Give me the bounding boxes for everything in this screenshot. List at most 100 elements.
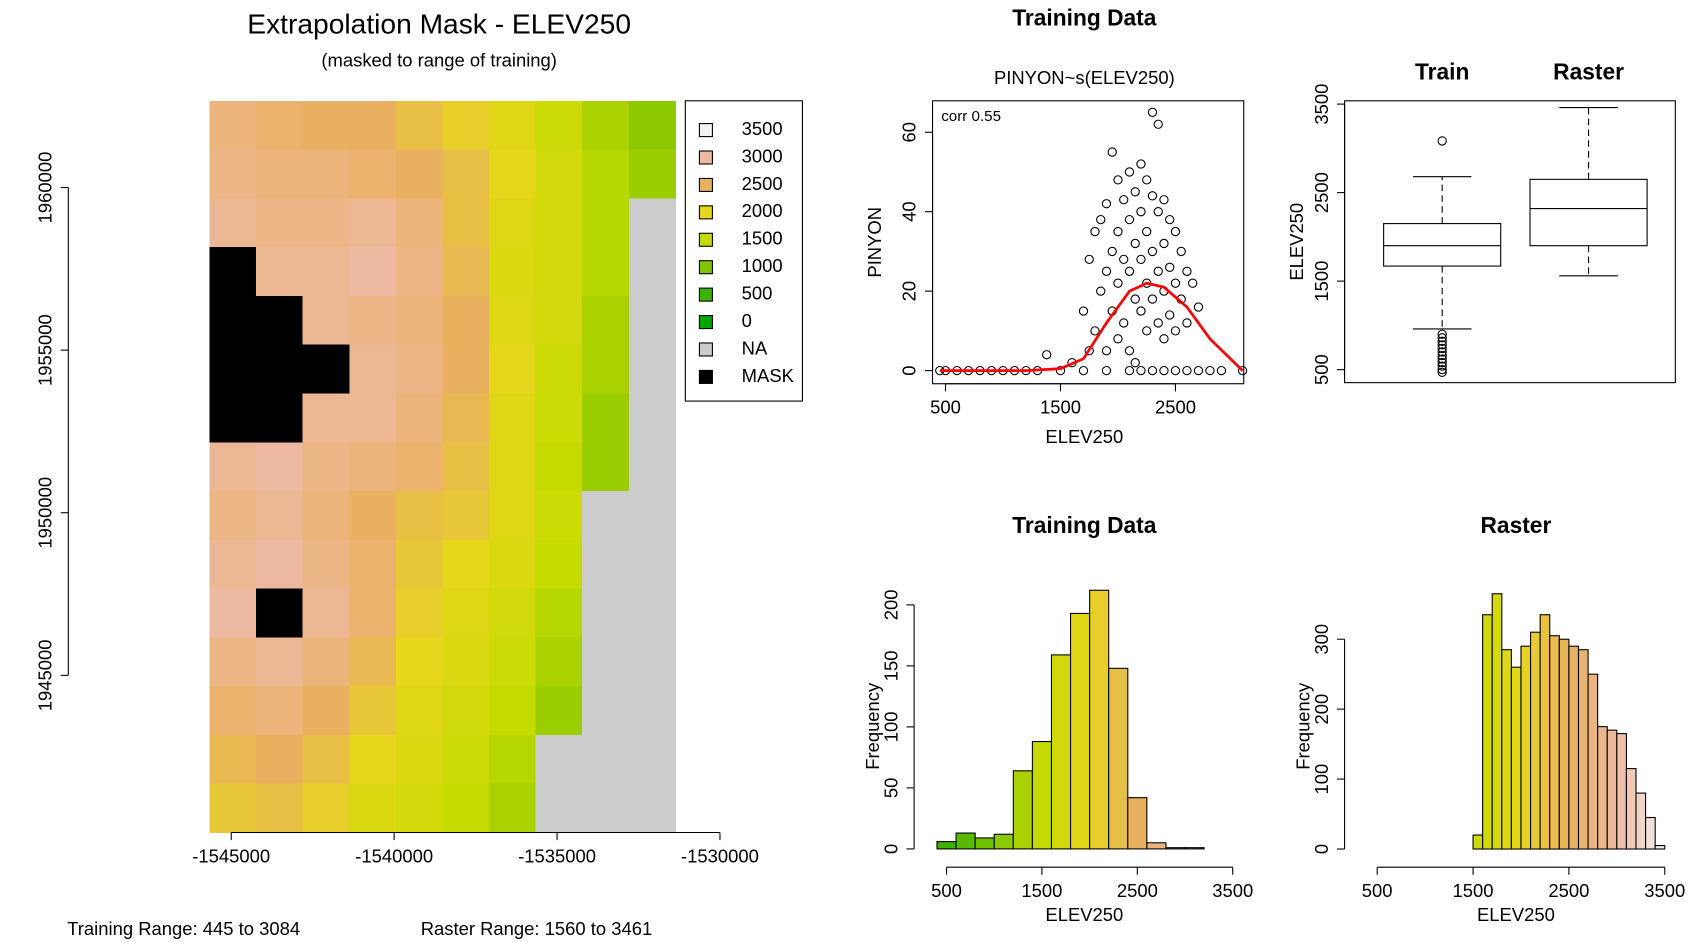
bar: [1050, 654, 1072, 850]
raster-cell: [209, 686, 257, 736]
chart-title: Training Data: [1012, 5, 1156, 31]
point: [1136, 365, 1146, 376]
bar: [1606, 729, 1618, 850]
x-tick-label: -1540000: [355, 845, 433, 866]
legend-label: 3500: [742, 118, 783, 139]
point: [1124, 167, 1135, 177]
x-tick-label: -1535000: [518, 845, 596, 866]
bar: [1577, 649, 1589, 850]
raster-cell: [582, 198, 630, 248]
bar: [1031, 740, 1053, 850]
raster-cell: [209, 198, 257, 248]
raster-cell: [582, 247, 630, 297]
bar: [1070, 612, 1091, 850]
legend-label: 500: [742, 283, 773, 304]
raster-cell: [349, 442, 397, 492]
point: [1147, 246, 1158, 257]
y-tick-label: 1960000: [34, 152, 55, 224]
y-tick-label: 500: [1311, 354, 1332, 385]
point: [1170, 226, 1181, 237]
y-tick-label: 100: [880, 712, 901, 743]
raster-cell: [395, 149, 444, 199]
raster-cell: [582, 295, 630, 346]
y-axis-label: ELEV250: [1286, 203, 1307, 281]
raster-cell: [628, 198, 676, 248]
legend-label: 0: [742, 310, 752, 331]
raster-cell: [395, 539, 444, 590]
y-tick-label: 3500: [1311, 84, 1332, 125]
outlier: [1437, 361, 1447, 371]
raster-cell: [349, 783, 397, 834]
map-subtitle: (masked to range of training): [321, 50, 557, 71]
annotation: corr 0.55: [941, 108, 1001, 125]
y-axis-label: PINYON: [864, 207, 885, 278]
raster-cell: [395, 442, 444, 492]
point: [1090, 226, 1100, 237]
bar: [1597, 726, 1608, 850]
raster-cell: [582, 588, 630, 638]
raster-cell: [489, 198, 537, 248]
point: [1101, 365, 1112, 376]
x-axis-label: ELEV250: [1045, 426, 1123, 447]
raster-cell: [442, 198, 490, 248]
y-tick-label: 300: [1311, 624, 1332, 655]
raster-cell: [489, 637, 537, 687]
y-tick-label: 200: [880, 590, 901, 621]
raster-cell: [489, 393, 537, 443]
raster-cell: [302, 442, 350, 492]
x-tick-label: 1500: [1021, 880, 1062, 901]
fit-line: [939, 281, 1244, 372]
raster-cell: [489, 491, 537, 541]
footer-text: Raster Range: 1560 to 3461: [421, 918, 653, 939]
y-axis-label: Frequency: [1292, 682, 1313, 770]
raster-cell: [302, 247, 350, 297]
raster-cell: [535, 686, 583, 736]
raster-cell: [442, 783, 490, 834]
y-tick-label: 1945000: [34, 639, 55, 711]
raster-cell: [209, 588, 257, 638]
raster-cell: [582, 442, 630, 492]
bar: [1645, 817, 1656, 850]
bar: [1510, 666, 1522, 850]
bar: [1184, 847, 1205, 850]
raster-cell: [349, 100, 397, 151]
raster-cell: [395, 588, 444, 638]
raster-cell: [209, 247, 257, 297]
raster-cell: [256, 344, 304, 395]
bar: [1635, 792, 1647, 850]
point: [1078, 365, 1089, 376]
raster-cell: [349, 393, 397, 443]
point: [1159, 334, 1169, 344]
x-tick-label: -1530000: [681, 845, 759, 866]
box-label: Train: [1415, 59, 1469, 85]
raster-cell: [256, 100, 304, 151]
raster-cell: [395, 344, 444, 395]
y-tick-label: 0: [1311, 844, 1332, 854]
bar: [1654, 844, 1666, 850]
y-tick-label: 60: [899, 122, 920, 142]
bar: [955, 832, 976, 850]
map-title: Extrapolation Mask - ELEV250: [247, 7, 631, 39]
raster-cell: [628, 539, 676, 590]
legend-label: 3000: [742, 145, 783, 166]
point: [1170, 278, 1181, 288]
chart-subtitle: PINYON~s(ELEV250): [994, 67, 1175, 88]
raster-cell: [535, 393, 583, 443]
chart-title: Training Data: [1012, 512, 1156, 538]
raster-cell: [209, 295, 257, 346]
raster-cell: [395, 734, 444, 785]
raster-cell: [349, 149, 397, 199]
outlier: [1437, 136, 1447, 146]
x-tick-label: 2500: [1548, 880, 1589, 901]
raster-cell: [582, 149, 630, 199]
raster-cell: [535, 783, 583, 834]
raster-cell: [256, 247, 304, 297]
raster-cell: [442, 393, 490, 443]
raster-cell: [302, 734, 350, 785]
raster-cell: [395, 393, 444, 443]
raster-cell: [628, 442, 676, 492]
raster-cell: [349, 247, 397, 297]
raster-cell: [582, 686, 630, 736]
point: [1159, 238, 1169, 249]
raster-cell: [256, 539, 304, 590]
